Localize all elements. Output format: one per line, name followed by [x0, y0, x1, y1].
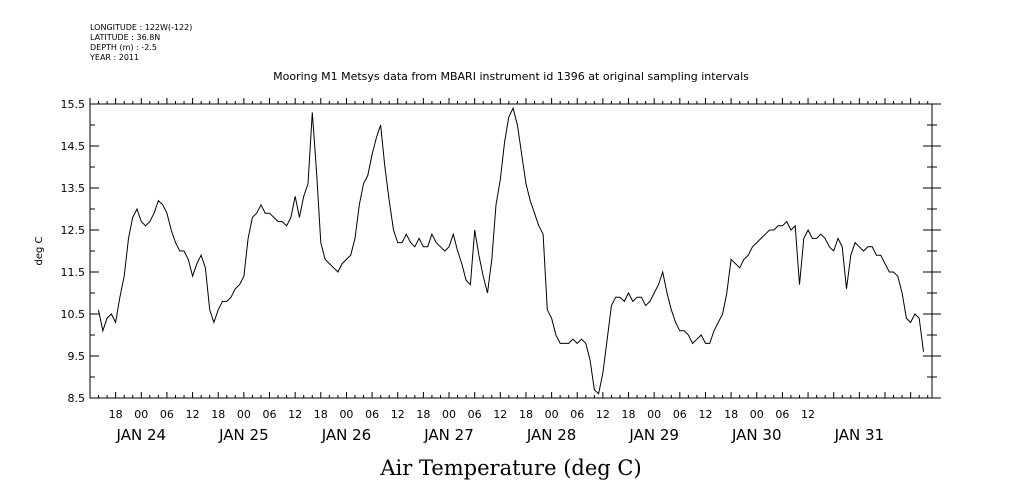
y-axis-label: deg C — [34, 236, 45, 265]
x-hour-label: 18 — [622, 408, 636, 421]
y-tick-labels: 8.5 9.5 10.5 11.5 12.5 13.5 14.5 15.5 — [61, 98, 86, 405]
x-hour-label: 06 — [570, 408, 584, 421]
x-tick-labels: 18 00 06 12 18 00 06 12 18 00 06 12 18 00 06 12 18 00 06 12… — [109, 408, 815, 421]
x-hour-label: 00 — [545, 408, 559, 421]
y-tick-label: 15.5 — [61, 98, 86, 111]
x-hour-label: 12 — [801, 408, 815, 421]
x-hour-label: 18 — [519, 408, 533, 421]
y-tick-label: 9.5 — [68, 350, 86, 363]
depth-text: DEPTH (m) : -2.5 — [90, 43, 157, 52]
x-day-label: JAN 31 — [834, 426, 885, 444]
x-day-label: JAN 29 — [628, 426, 679, 444]
longitude-text: LONGITUDE : 122W(-122) — [90, 23, 192, 32]
x-hour-label: 18 — [724, 408, 738, 421]
x-hour-label: 06 — [160, 408, 174, 421]
x-hour-label: 00 — [237, 408, 251, 421]
x-day-labels: JAN 24 JAN 25 JAN 26 JAN 27 JAN 28 JAN 29 JAN … — [116, 426, 885, 444]
x-hour-label: 06 — [365, 408, 379, 421]
tick-marks — [89, 98, 941, 399]
y-tick-label: 10.5 — [61, 308, 86, 321]
x-hour-label: 00 — [134, 408, 148, 421]
x-day-label: JAN 24 — [116, 426, 167, 444]
x-day-label: JAN 27 — [423, 426, 474, 444]
x-hour-label: 00 — [750, 408, 764, 421]
x-day-label: JAN 25 — [218, 426, 269, 444]
x-hour-label: 06 — [468, 408, 482, 421]
y-tick-label: 8.5 — [68, 392, 86, 405]
x-hour-label: 12 — [186, 408, 200, 421]
chart-title: Mooring M1 Metsys data from MBARI instru… — [273, 70, 749, 83]
x-hour-label: 00 — [442, 408, 456, 421]
x-hour-label: 12 — [391, 408, 405, 421]
x-hour-label: 18 — [109, 408, 123, 421]
y-tick-label: 14.5 — [61, 140, 86, 153]
y-tick-label: 13.5 — [61, 182, 86, 195]
x-day-label: JAN 26 — [321, 426, 372, 444]
x-day-label: JAN 30 — [731, 426, 782, 444]
x-hour-label: 12 — [698, 408, 712, 421]
x-hour-label: 12 — [288, 408, 302, 421]
x-hour-label: 18 — [416, 408, 430, 421]
x-day-label: JAN 28 — [526, 426, 577, 444]
x-hour-label: 18 — [314, 408, 328, 421]
plot-frame — [89, 103, 933, 399]
x-hour-label: 06 — [263, 408, 277, 421]
x-hour-label: 12 — [493, 408, 507, 421]
x-axis-label: Air Temperature (deg C) — [379, 456, 641, 480]
x-hour-label: 06 — [775, 408, 789, 421]
x-hour-label: 00 — [647, 408, 661, 421]
year-text: YEAR : 2011 — [89, 53, 139, 62]
x-hour-label: 12 — [596, 408, 610, 421]
y-tick-label: 12.5 — [61, 224, 86, 237]
air-temperature-series-line — [98, 106, 924, 395]
x-hour-label: 06 — [673, 408, 687, 421]
x-hour-label: 18 — [211, 408, 225, 421]
latitude-text: LATITUDE : 36.8N — [90, 33, 160, 42]
y-tick-label: 11.5 — [61, 266, 86, 279]
x-hour-label: 00 — [339, 408, 353, 421]
